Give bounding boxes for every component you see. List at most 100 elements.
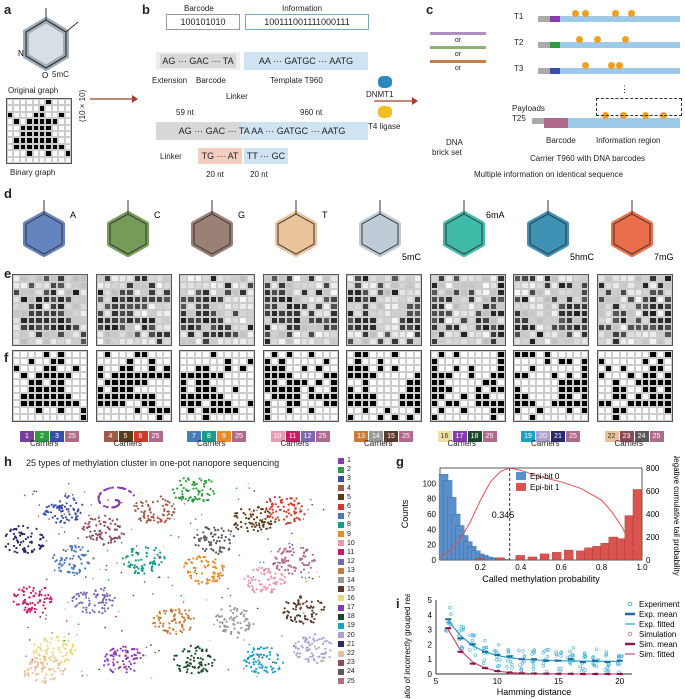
tsne-point (77, 592, 80, 595)
binary-cell (263, 407, 271, 414)
tsne-point (98, 501, 101, 504)
grey-cell (13, 324, 21, 331)
carriers-label: Carriers (197, 439, 226, 448)
binary-cell (27, 386, 36, 393)
grey-cell (474, 289, 483, 296)
tsne-point (228, 542, 231, 545)
binary-cell (551, 351, 559, 358)
carrier-barcode (544, 118, 568, 128)
tsne-point (104, 514, 107, 517)
legend-label: 19 (347, 622, 355, 630)
grey-cell (72, 296, 80, 303)
tsne-point (196, 533, 199, 536)
tsne-point (273, 496, 276, 499)
legend-swatch (338, 604, 344, 611)
grey-cell (597, 275, 605, 282)
grid-cell (51, 118, 59, 125)
grey-cell (194, 338, 203, 345)
tsne-scatter-point (107, 499, 109, 501)
grey-cell (72, 310, 80, 317)
binary-cell (406, 414, 414, 421)
binary-cell (413, 407, 421, 414)
grid-cell (32, 143, 39, 151)
tsne-point (252, 568, 255, 572)
tsne-point (24, 537, 27, 541)
tsne-point (244, 659, 247, 662)
experiment-point (531, 664, 536, 668)
tsne-point (71, 571, 75, 574)
tsne-point (52, 504, 56, 507)
bar-epibit1 (564, 549, 574, 561)
tsne-point (33, 610, 37, 614)
grey-cell (270, 296, 279, 303)
experiment-point (482, 658, 486, 662)
tsne-point (261, 588, 264, 591)
binary-cell (133, 400, 141, 407)
tsne-point (304, 640, 307, 644)
tsne-point (234, 512, 237, 515)
grey-cell (361, 289, 370, 296)
experiment-point (473, 653, 478, 657)
tsne-point (95, 538, 98, 542)
grey-cell (406, 317, 414, 324)
tsne-scatter-point (182, 666, 185, 669)
original-graph-caption: Original graph (8, 86, 59, 95)
binary-cell (42, 386, 50, 393)
grey-cell (263, 317, 271, 324)
legend-item: 13 (338, 566, 378, 575)
binary-cell (163, 365, 171, 372)
ytick-left: 60 (427, 510, 436, 519)
legend-item: 22 (338, 649, 378, 658)
binary-cell (20, 414, 28, 421)
tsne-point (206, 492, 209, 495)
tsne-point (264, 586, 267, 589)
tsne-point (43, 638, 46, 642)
tsne-point (143, 510, 146, 513)
tsne-point (85, 608, 88, 612)
binary-cell (13, 372, 21, 379)
tsne-point (49, 658, 52, 662)
tsne-point (56, 635, 59, 638)
tsne-point (205, 547, 208, 551)
tsne-point (35, 527, 38, 530)
tsne-scatter-point (209, 639, 211, 642)
binary-cell (126, 379, 134, 386)
binary-cell (148, 372, 156, 379)
grey-cell (50, 275, 58, 282)
tsne-point (133, 571, 136, 575)
or-2: or (454, 51, 462, 58)
tsne-point (251, 587, 255, 590)
binary-cell (307, 358, 316, 365)
grey-cell (514, 275, 522, 282)
tsne-point (308, 561, 311, 565)
carrier-chip: 25 (232, 431, 246, 442)
tsne-point (176, 487, 179, 490)
binary-cell (103, 386, 112, 393)
tsne-point (274, 561, 277, 565)
grey-cell (384, 310, 392, 317)
tsne-point (23, 532, 26, 536)
xtick: 0.2 (475, 563, 487, 572)
binary-cell (187, 365, 195, 372)
grey-cell (460, 338, 468, 345)
grey-cell (224, 324, 232, 331)
tsne-point (194, 543, 197, 547)
binary-cell (597, 379, 605, 386)
xtick: 10 (493, 677, 502, 686)
tsne-point (206, 654, 209, 657)
grid-cell (26, 111, 33, 119)
grey-cell (445, 275, 453, 282)
grey-cell (270, 275, 279, 282)
grey-cell (194, 331, 203, 338)
tsne-point (252, 518, 256, 521)
binary-cell (558, 365, 566, 372)
grey-cell (514, 338, 522, 345)
tsne-point (189, 658, 192, 661)
legend-swatch (338, 650, 344, 657)
tsne-point (236, 621, 239, 624)
binary-cell (57, 379, 65, 386)
binary-cell (79, 379, 87, 386)
binary-cell (330, 351, 338, 358)
binary-cell (96, 379, 104, 386)
tsne-point (66, 652, 69, 655)
